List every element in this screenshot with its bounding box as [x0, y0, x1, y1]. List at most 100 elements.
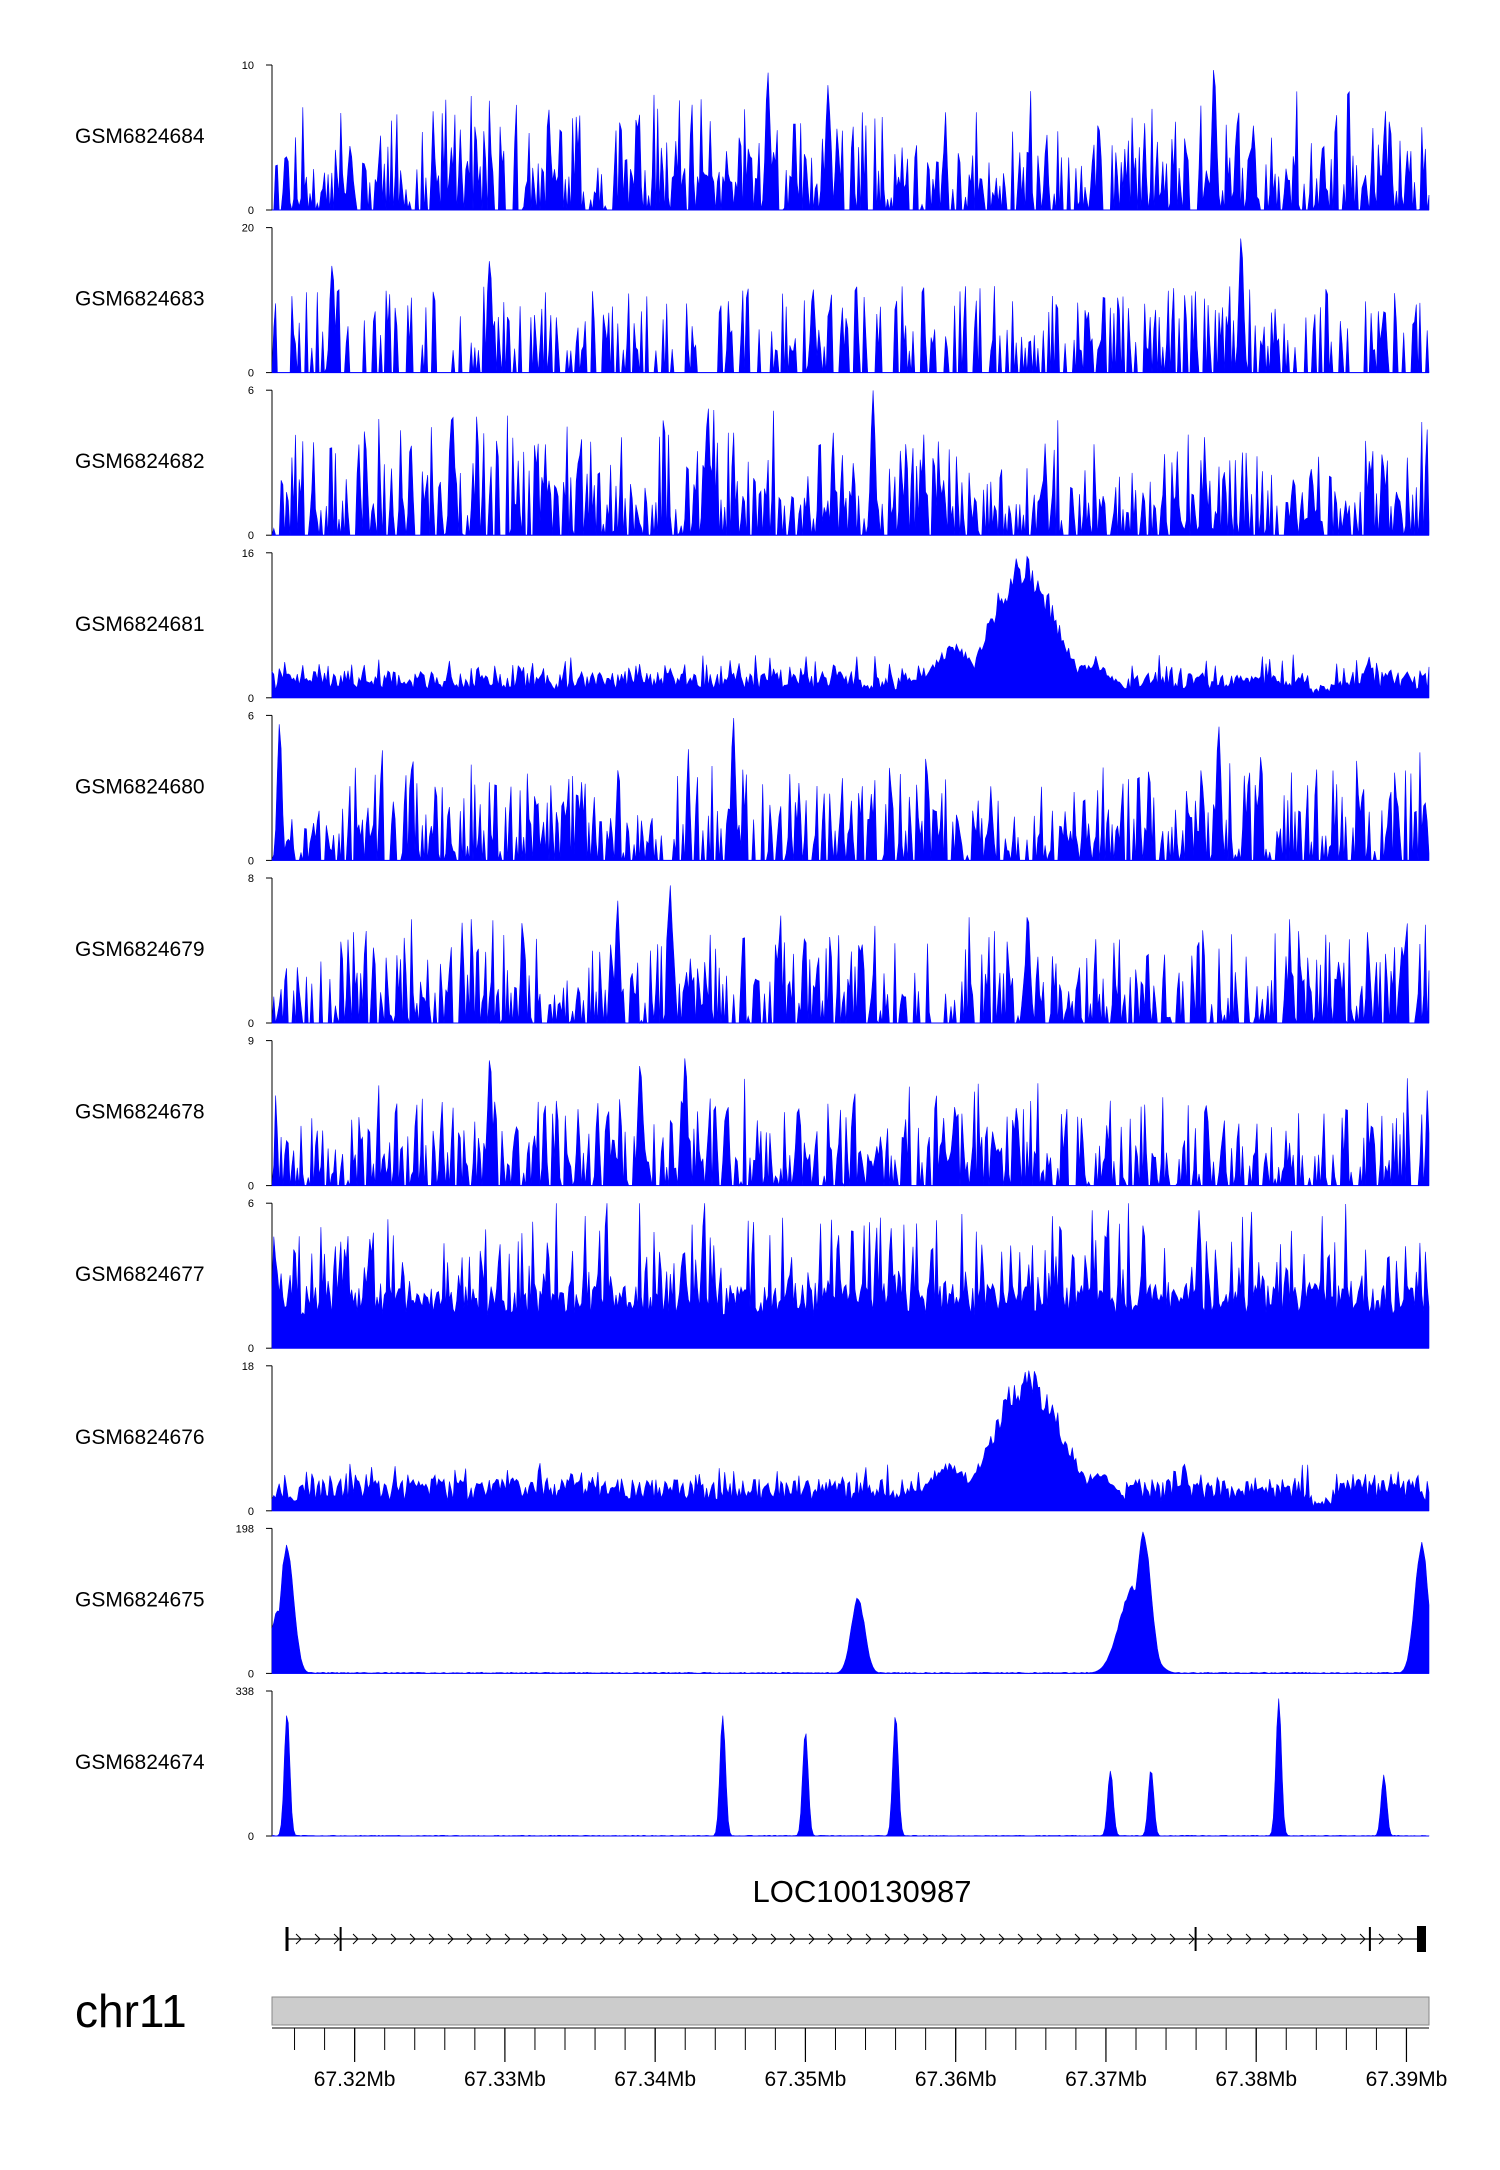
gene-exon [1368, 1927, 1371, 1951]
track-GSM6824678: GSM6824678 9 0 [75, 1036, 1430, 1193]
signal-area [271, 390, 1430, 537]
y-axis-min-label: 0 [248, 1506, 254, 1518]
genome-axis-tick-label: 67.33Mb [464, 2068, 546, 2091]
genome-axis-tick-label: 67.34Mb [614, 2068, 696, 2091]
y-axis-max-label: 198 [236, 1523, 254, 1535]
strand-arrow [1264, 1933, 1271, 1945]
genome-axis-tick-label: 67.32Mb [314, 2068, 396, 2091]
track-GSM6824684: GSM6824684 10 0 [75, 60, 1430, 217]
genome-axis: 67.32Mb 67.33Mb 67.34Mb 67.35Mb 67.36Mb 67.37… [272, 2027, 1447, 2091]
track-GSM6824680: GSM6824680 6 0 [75, 710, 1430, 867]
strand-arrow [333, 1933, 340, 1945]
strand-arrow [656, 1933, 663, 1945]
strand-arrow [561, 1933, 568, 1945]
chromosome-track: chr11 [75, 1985, 1430, 2037]
signal-area [271, 885, 1430, 1025]
strand-arrow [295, 1933, 302, 1945]
y-axis-max-label: 8 [248, 873, 254, 885]
gene-name-label: LOC100130987 [753, 1874, 972, 1909]
genome-axis-tick-label: 67.38Mb [1215, 2068, 1297, 2091]
strand-arrow [884, 1933, 891, 1945]
track-label: GSM6824681 [75, 613, 205, 636]
track-GSM6824674: GSM6824674 338 0 [75, 1686, 1430, 1843]
strand-arrow [1321, 1933, 1328, 1945]
y-axis-min-label: 0 [248, 1018, 254, 1030]
strand-arrow [846, 1933, 853, 1945]
strand-arrow [789, 1933, 796, 1945]
track-label: GSM6824677 [75, 1263, 205, 1286]
genome-axis-tick-label: 67.37Mb [1065, 2068, 1147, 2091]
strand-arrow [1359, 1933, 1366, 1945]
signal-area [271, 1531, 1430, 1674]
strand-arrow [1150, 1933, 1157, 1945]
strand-arrow [865, 1933, 872, 1945]
strand-arrow [1017, 1933, 1024, 1945]
strand-arrow [352, 1933, 359, 1945]
strand-arrow [504, 1933, 511, 1945]
strand-arrow [770, 1933, 777, 1945]
y-axis-min-label: 0 [248, 1181, 254, 1193]
strand-arrow [1036, 1933, 1043, 1945]
y-axis-min-label: 0 [248, 530, 254, 542]
gene-track: LOC100130987 [285, 1874, 1426, 1952]
strand-arrow [371, 1933, 378, 1945]
strand-arrow [1378, 1933, 1385, 1945]
strand-arrow [941, 1933, 948, 1945]
strand-arrow [1245, 1933, 1252, 1945]
gene-exon [339, 1927, 342, 1951]
track-label: GSM6824676 [75, 1426, 205, 1449]
strand-arrow [637, 1933, 644, 1945]
track-GSM6824676: GSM6824676 18 0 [75, 1361, 1430, 1518]
strand-arrow [1055, 1933, 1062, 1945]
track-GSM6824683: GSM6824683 20 0 [75, 223, 1430, 380]
track-label: GSM6824678 [75, 1101, 205, 1124]
track-GSM6824675: GSM6824675 198 0 [75, 1523, 1430, 1680]
track-GSM6824677: GSM6824677 6 0 [75, 1198, 1430, 1355]
strand-arrow [1131, 1933, 1138, 1945]
y-axis-min-label: 0 [248, 693, 254, 705]
chromosome-ideogram-band [271, 1996, 1430, 2026]
strand-arrow [827, 1933, 834, 1945]
strand-arrow [1093, 1933, 1100, 1945]
track-label: GSM6824682 [75, 450, 205, 473]
strand-arrow [1397, 1933, 1404, 1945]
y-axis-max-label: 6 [248, 710, 254, 722]
strand-arrow [409, 1933, 416, 1945]
y-axis-max-label: 10 [242, 60, 254, 72]
signal-area [271, 1058, 1430, 1187]
strand-arrow [903, 1933, 910, 1945]
strand-arrow [466, 1933, 473, 1945]
y-axis-max-label: 9 [248, 1036, 254, 1048]
strand-arrow [1207, 1933, 1214, 1945]
y-axis-min-label: 0 [248, 1668, 254, 1680]
y-axis-min-label: 0 [248, 368, 254, 380]
strand-arrow [732, 1933, 739, 1945]
y-axis-max-label: 16 [242, 548, 254, 560]
strand-arrow [694, 1933, 701, 1945]
gene-exon [1194, 1927, 1197, 1951]
strand-arrow [808, 1933, 815, 1945]
y-axis-max-label: 18 [242, 1361, 254, 1373]
strand-arrow [1340, 1933, 1347, 1945]
track-label: GSM6824680 [75, 775, 205, 798]
strand-arrow [1112, 1933, 1119, 1945]
strand-arrow [447, 1933, 454, 1945]
y-axis-max-label: 20 [242, 223, 254, 235]
strand-arrow [922, 1933, 929, 1945]
signal-tracks: GSM6824684100GSM6824683200GSM682468260GS… [75, 60, 1430, 1843]
track-GSM6824679: GSM6824679 8 0 [75, 873, 1430, 1030]
strand-arrow [618, 1933, 625, 1945]
strand-arrow [485, 1933, 492, 1945]
strand-arrow [1283, 1933, 1290, 1945]
strand-arrow [1074, 1933, 1081, 1945]
strand-arrow [314, 1933, 321, 1945]
track-GSM6824681: GSM6824681 16 0 [75, 548, 1430, 705]
strand-arrow [1188, 1933, 1195, 1945]
chromosome-label: chr11 [75, 1985, 187, 2037]
y-axis-max-label: 6 [248, 1198, 254, 1210]
strand-arrow [542, 1933, 549, 1945]
strand-arrow [1302, 1933, 1309, 1945]
strand-arrow [1226, 1933, 1233, 1945]
strand-arrow [523, 1933, 530, 1945]
strand-arrow [428, 1933, 435, 1945]
